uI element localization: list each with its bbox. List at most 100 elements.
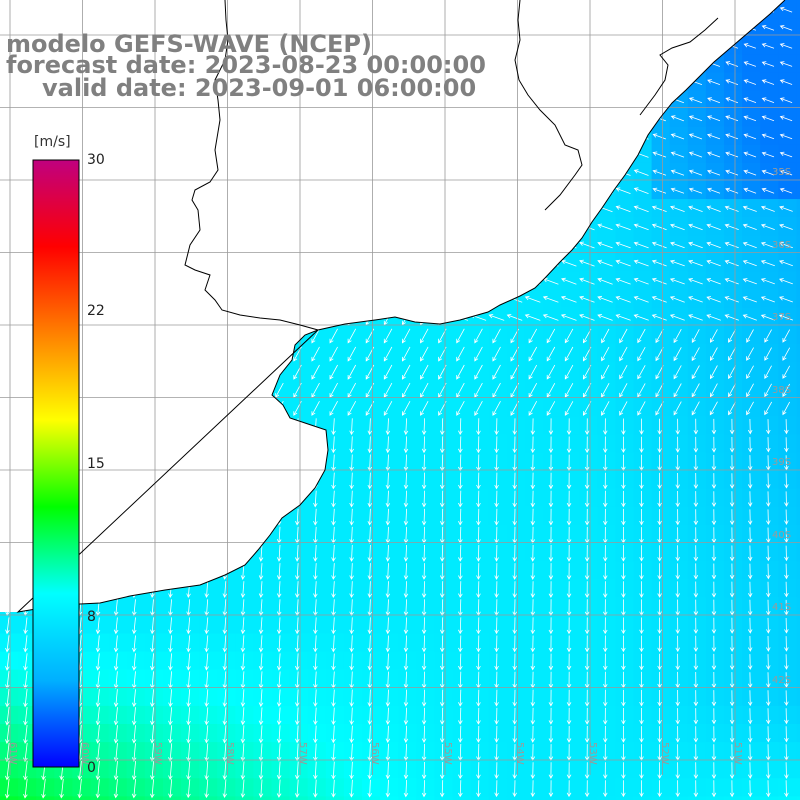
wind-speed-cell: [108, 543, 128, 562]
wind-speed-cell: [687, 778, 707, 797]
wind-speed-cell: [235, 398, 254, 417]
wind-speed-cell: [724, 597, 743, 616]
wind-speed-cell: [380, 796, 399, 800]
wind-arrow: [470, 114, 487, 122]
wind-speed-cell: [760, 181, 779, 200]
wind-speed-cell: [796, 796, 800, 800]
wind-arrow: [691, 365, 700, 380]
wind-speed-cell: [307, 253, 327, 273]
wind-speed-cell: [506, 579, 526, 598]
wind-arrow: [476, 544, 481, 562]
wind-arrow: [470, 295, 487, 303]
wind-speed-cell: [470, 488, 490, 508]
wind-speed-cell: [579, 343, 598, 363]
wind-arrow: [637, 347, 646, 362]
wind-speed-cell: [760, 0, 779, 19]
wind-arrow: [402, 129, 411, 145]
wind-speed-cell: [742, 380, 761, 399]
wind-arrow: [349, 563, 354, 580]
wind-arrow: [275, 129, 284, 145]
wind-speed-cell: [561, 380, 580, 399]
wind-speed-cell: [687, 506, 707, 526]
wind-arrow: [707, 133, 721, 140]
wind-speed-cell: [36, 778, 55, 797]
wind-speed-cell: [0, 362, 19, 381]
wind-speed-cell: [669, 217, 689, 236]
wind-speed-cell: [398, 144, 417, 164]
wind-speed-cell: [199, 724, 218, 743]
wind-speed-cell: [0, 506, 19, 526]
wind-speed-cell: [343, 253, 363, 273]
wind-speed-cell: [416, 651, 435, 671]
wind-speed-cell: [651, 380, 671, 399]
wind-speed-cell: [615, 579, 635, 598]
wind-speed-cell: [108, 199, 128, 218]
wind-speed-cell: [18, 778, 37, 797]
wind-speed-cell: [144, 380, 164, 399]
wind-arrow: [766, 726, 771, 743]
wind-arrow: [548, 508, 554, 526]
wind-arrow: [5, 563, 10, 580]
wind-speed-cell: [633, 669, 653, 689]
wind-speed-cell: [488, 724, 508, 743]
wind-arrow: [729, 491, 735, 508]
wind-arrow: [458, 635, 463, 653]
wind-speed-cell: [724, 615, 743, 635]
wind-speed-cell: [579, 126, 598, 146]
wind-arrow: [113, 526, 119, 544]
wind-arrow: [725, 97, 739, 104]
wind-arrow: [675, 635, 680, 653]
wind-speed-cell: [199, 651, 218, 671]
wind-speed-cell: [615, 108, 635, 128]
wind-speed-cell: [705, 651, 725, 671]
wind-arrow: [524, 60, 541, 68]
wind-arrow: [420, 2, 429, 18]
wind-speed-cell: [724, 561, 743, 580]
wind-speed-cell: [325, 380, 345, 399]
wind-arrow: [584, 508, 590, 526]
wind-speed-cell: [524, 90, 544, 110]
wind-arrow: [420, 328, 429, 344]
wind-arrow: [276, 526, 282, 544]
wind-arrow: [240, 671, 246, 689]
wind-arrow: [347, 328, 357, 344]
wind-speed-cell: [561, 633, 580, 653]
wind-arrow: [329, 201, 338, 217]
wind-speed-cell: [416, 126, 435, 146]
wind-arrow: [3, 328, 13, 344]
wind-speed-cell: [778, 724, 797, 743]
wind-arrow: [764, 347, 772, 361]
wind-speed-cell: [470, 325, 490, 345]
wind-arrow: [766, 690, 771, 707]
wind-arrow: [621, 617, 626, 635]
wind-speed-cell: [108, 724, 128, 743]
wind-arrow: [579, 24, 595, 32]
wind-speed-cell: [144, 778, 164, 797]
wind-arrow: [548, 490, 554, 508]
wind-speed-cell: [543, 796, 562, 800]
wind-speed-cell: [651, 760, 671, 779]
wind-arrow: [707, 187, 721, 194]
wind-speed-cell: [742, 796, 761, 800]
wind-speed-cell: [760, 488, 779, 508]
wind-speed-cell: [524, 687, 544, 707]
wind-arrow: [5, 778, 10, 799]
wind-arrow: [458, 725, 463, 743]
wind-speed-cell: [561, 18, 580, 37]
wind-arrow: [584, 563, 590, 580]
wind-arrow: [619, 383, 628, 398]
wind-arrow: [257, 183, 266, 199]
wind-arrow: [166, 111, 176, 127]
wind-arrow: [743, 43, 757, 49]
wind-speed-cell: [561, 72, 580, 92]
wind-arrow: [295, 725, 300, 744]
wind-speed-cell: [108, 760, 128, 779]
wind-speed-cell: [543, 271, 562, 291]
wind-arrow: [258, 526, 264, 544]
wind-speed-cell: [524, 470, 544, 490]
wind-arrow: [150, 563, 155, 580]
wind-arrow: [766, 581, 771, 598]
wind-speed-cell: [506, 253, 526, 273]
wind-arrow: [3, 147, 13, 163]
